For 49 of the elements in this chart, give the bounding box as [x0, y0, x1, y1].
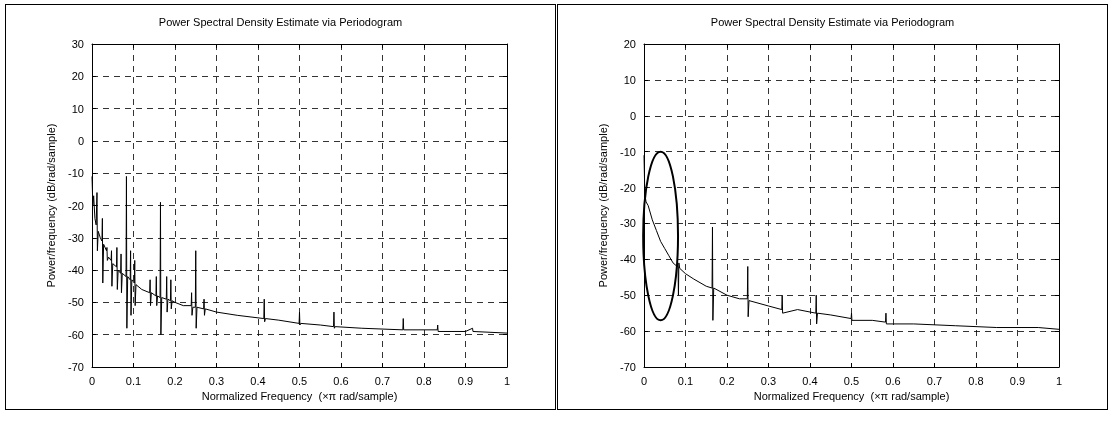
x-tick-label: 0.7 [374, 374, 391, 387]
x-tick-label: 0 [88, 374, 96, 387]
x-tick-label: 0.8 [968, 374, 984, 387]
y-tick-label: -30 [68, 231, 84, 244]
y-tick-label: 30 [71, 38, 84, 50]
y-tick-label: -60 [68, 328, 84, 341]
x-tick-label: 0.2 [719, 374, 735, 387]
x-tick-label: 0.3 [760, 374, 777, 387]
y-tick-label: -40 [620, 253, 636, 266]
chart-title: Power Spectral Density Estimate via Periodogram [710, 15, 955, 28]
x-tick-label: 0.5 [843, 374, 860, 387]
x-tick-label: 0.4 [802, 374, 818, 387]
x-tick-label: 0 [640, 374, 648, 387]
x-tick-label: 0.7 [926, 374, 943, 387]
y-tick-label: -10 [620, 145, 636, 158]
y-tick-label: -50 [620, 289, 636, 302]
y-tick-label: 0 [77, 134, 84, 147]
x-tick-label: 1 [1055, 374, 1063, 387]
x-axis-title: Normalized Frequency (×π rad/sample) [201, 390, 398, 403]
x-tick-label: 0.6 [885, 374, 901, 387]
y-tick-label: -40 [68, 264, 84, 277]
x-tick-label: 1 [503, 374, 511, 387]
y-tick-label: 10 [623, 73, 636, 86]
y-tick-label: -10 [68, 167, 84, 180]
y-tick-label: -70 [620, 361, 636, 373]
x-tick-label: 0.4 [250, 374, 266, 387]
x-tick-label: 0.5 [291, 374, 308, 387]
x-axis-title: Normalized Frequency (×π rad/sample) [753, 390, 950, 403]
y-tick-label: -30 [620, 217, 636, 230]
x-tick-label: 0.3 [208, 374, 225, 387]
y-tick-label: 0 [629, 109, 636, 122]
y-axis-title: Power/frequency (dB/rad/sample) [596, 123, 609, 288]
y-tick-label: -70 [68, 361, 84, 373]
y-axis-title: Power/frequency (dB/rad/sample) [44, 123, 57, 288]
x-tick-label: 0.1 [677, 374, 694, 387]
x-tick-label: 0.9 [457, 374, 474, 387]
x-tick-label: 0.1 [125, 374, 142, 387]
y-tick-label: -20 [68, 199, 84, 212]
x-tick-label: 0.8 [416, 374, 432, 387]
x-tick-label: 0.9 [1009, 374, 1026, 387]
x-tick-label: 0.6 [333, 374, 349, 387]
x-tick-label: 0.2 [167, 374, 183, 387]
y-tick-label: -60 [620, 325, 636, 338]
y-tick-label: 20 [623, 38, 636, 50]
y-tick-label: 20 [71, 70, 84, 83]
y-tick-label: -20 [620, 181, 636, 194]
y-tick-label: 10 [71, 102, 84, 115]
y-tick-label: -50 [68, 296, 84, 309]
chart-title: Power Spectral Density Estimate via Periodogram [158, 15, 403, 28]
